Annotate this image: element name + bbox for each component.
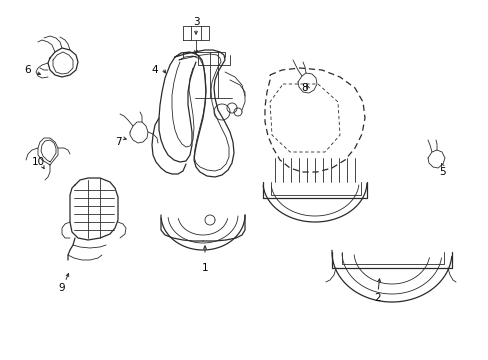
Text: 10: 10 [31,157,44,167]
Text: 5: 5 [439,167,446,177]
Text: 7: 7 [115,137,121,147]
Text: 9: 9 [59,283,65,293]
Text: 8: 8 [301,83,307,93]
Text: 3: 3 [192,17,199,27]
Text: 2: 2 [374,293,381,303]
Text: 4: 4 [151,65,158,75]
Text: 1: 1 [201,263,208,273]
Text: 6: 6 [24,65,31,75]
